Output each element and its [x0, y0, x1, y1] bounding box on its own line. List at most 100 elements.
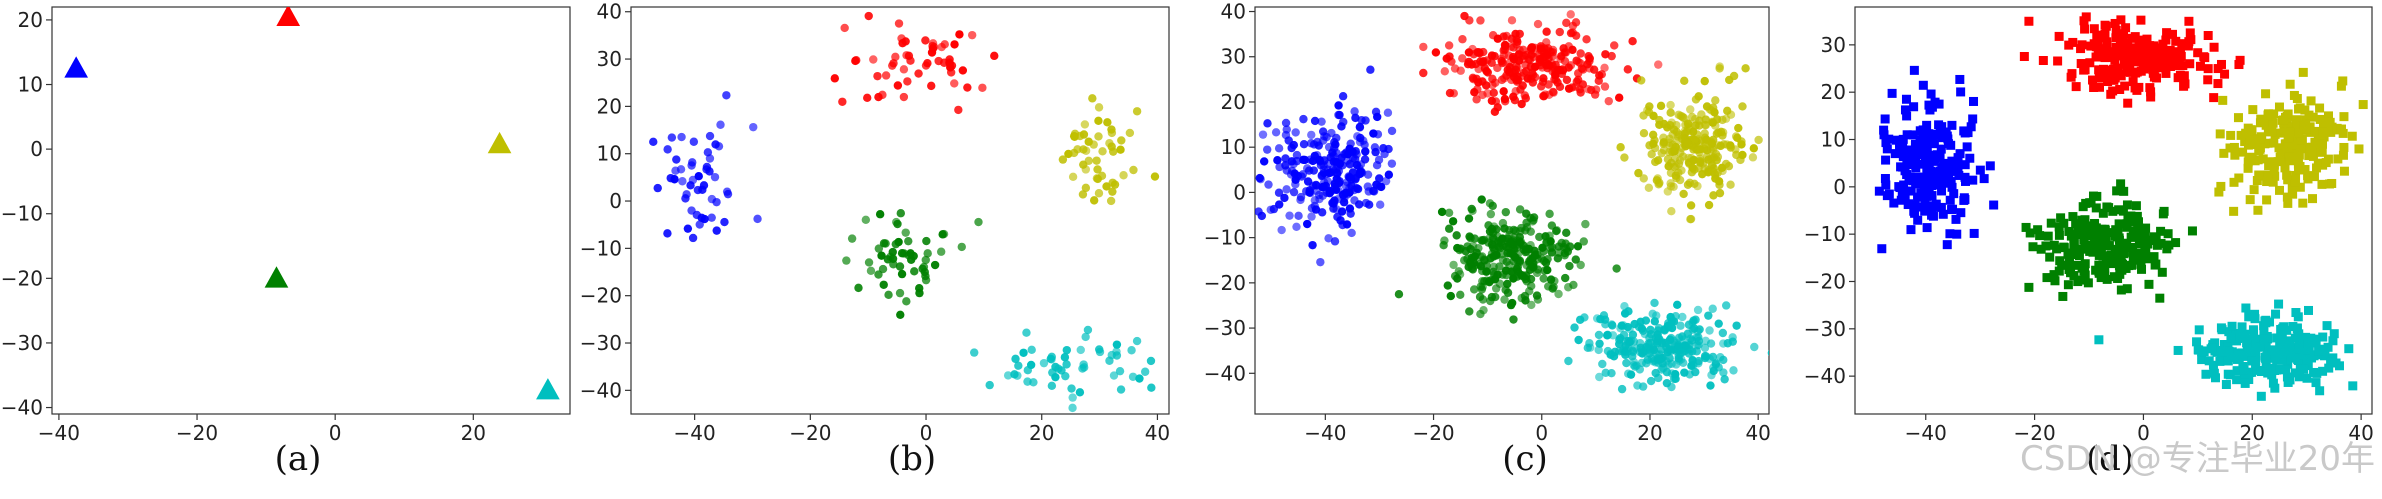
data-point	[2174, 52, 2184, 62]
data-point	[1503, 288, 1513, 297]
data-point	[1454, 267, 1463, 276]
data-point	[1081, 183, 1091, 193]
data-point	[2248, 105, 2258, 115]
data-point	[1619, 321, 1628, 330]
data-point	[1678, 112, 1687, 121]
data-point	[1717, 163, 1727, 173]
data-point	[990, 51, 999, 61]
data-point	[2255, 342, 2265, 352]
data-point	[2239, 365, 2249, 375]
data-point	[2100, 265, 2110, 275]
data-point	[1527, 300, 1536, 310]
data-point	[2279, 115, 2289, 125]
data-point	[1300, 155, 1310, 165]
data-point	[2339, 166, 2349, 176]
data-point	[2308, 145, 2318, 155]
y-tick-label: 10	[18, 73, 43, 97]
data-point	[2131, 68, 2141, 78]
data-point	[1683, 119, 1693, 128]
data-point	[2091, 229, 2101, 239]
data-point	[1685, 178, 1694, 188]
data-point	[2288, 189, 2298, 199]
data-point	[2054, 31, 2064, 41]
data-point	[1286, 170, 1296, 179]
data-point	[1686, 201, 1696, 210]
data-point	[1350, 196, 1359, 205]
data-point	[1919, 186, 1929, 196]
data-point	[2317, 179, 2327, 189]
data-point	[1443, 281, 1453, 290]
data-point	[1533, 19, 1543, 29]
data-point	[1512, 40, 1521, 49]
data-point	[2143, 239, 2153, 249]
data-point	[1924, 179, 1934, 189]
data-point	[1643, 106, 1652, 115]
data-point	[1073, 145, 1082, 154]
data-point	[1562, 228, 1571, 238]
data-point	[2262, 177, 2272, 187]
data-point	[1539, 256, 1549, 266]
data-point	[1117, 136, 1126, 145]
x-tick-label: 20	[1029, 421, 1054, 445]
data-point	[2110, 231, 2120, 241]
data-point	[1485, 277, 1494, 287]
data-point	[753, 214, 762, 224]
data-point	[2094, 260, 2104, 270]
data-point	[2068, 37, 2078, 47]
data-point	[1572, 56, 1581, 65]
data-point	[1481, 81, 1491, 90]
data-point	[2134, 239, 2144, 249]
data-point	[1528, 78, 1538, 87]
data-point	[1691, 95, 1701, 104]
data-point	[2303, 305, 2313, 315]
data-point	[1108, 178, 1117, 187]
data-point	[2103, 76, 2113, 86]
data-point	[1718, 128, 1728, 137]
data-point	[1051, 362, 1060, 372]
data-point	[1601, 50, 1610, 59]
data-point	[2262, 363, 2272, 373]
data-point	[2268, 378, 2278, 388]
data-point	[1705, 326, 1714, 335]
data-point	[2338, 150, 2348, 160]
data-point	[1068, 172, 1078, 182]
data-point	[2302, 373, 2312, 383]
data-point	[2252, 176, 2262, 186]
points-layer	[64, 7, 560, 400]
data-point	[2291, 308, 2301, 318]
data-point	[2263, 138, 2273, 148]
data-point	[1898, 162, 1908, 172]
data-point	[2138, 62, 2148, 72]
data-point	[1954, 170, 1964, 180]
data-point	[276, 7, 301, 26]
y-tick-label: 0	[30, 137, 43, 161]
data-point	[1684, 153, 1693, 163]
data-point	[1484, 221, 1493, 230]
data-point	[1968, 175, 1978, 185]
data-point	[1489, 88, 1498, 98]
data-point	[2331, 358, 2341, 368]
data-point	[1353, 132, 1362, 141]
data-point	[1910, 200, 1920, 210]
data-point	[1689, 324, 1699, 333]
data-point	[1068, 393, 1077, 402]
data-point	[923, 249, 932, 258]
data-point	[1062, 360, 1071, 369]
data-point	[1916, 159, 1926, 169]
data-point	[1517, 99, 1526, 109]
data-point	[1754, 135, 1763, 145]
y-tick-label: −20	[1, 266, 43, 290]
data-point	[1915, 126, 1925, 136]
data-point	[2226, 333, 2236, 343]
data-point	[1686, 215, 1695, 224]
data-point	[1647, 150, 1656, 159]
data-point	[1469, 285, 1479, 294]
data-point	[2097, 33, 2107, 43]
data-point	[1542, 238, 1551, 247]
data-point	[1688, 347, 1697, 356]
data-point	[1614, 93, 1624, 102]
data-point	[1347, 228, 1356, 238]
data-point	[879, 280, 888, 289]
data-point	[1477, 195, 1486, 204]
data-point	[2155, 293, 2165, 303]
